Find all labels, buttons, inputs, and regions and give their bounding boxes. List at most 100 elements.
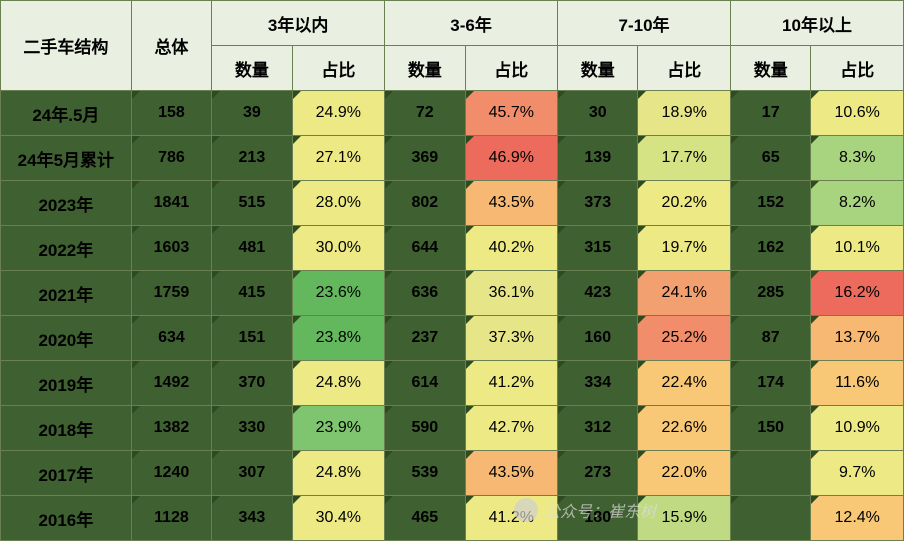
pct-cell: 8.3%: [811, 136, 904, 181]
total-cell: 1841: [131, 181, 211, 226]
row-label: 2023年: [1, 181, 132, 226]
table-row: 24年5月累计78621327.1%36946.9%13917.7%658.3%: [1, 136, 904, 181]
qty-cell: 174: [730, 361, 810, 406]
qty-header: 数量: [385, 46, 465, 91]
pct-cell: 22.6%: [638, 406, 731, 451]
pct-cell: 8.2%: [811, 181, 904, 226]
pct-cell: 10.9%: [811, 406, 904, 451]
table-row: 2019年149237024.8%61441.2%33422.4%17411.6…: [1, 361, 904, 406]
group-header: 10年以上: [730, 1, 903, 46]
pct-cell: 12.4%: [811, 496, 904, 541]
qty-cell: 162: [730, 226, 810, 271]
total-cell: 1240: [131, 451, 211, 496]
qty-cell: 315: [558, 226, 638, 271]
pct-cell: 45.7%: [465, 91, 558, 136]
row-label: 2017年: [1, 451, 132, 496]
table-row: 2021年175941523.6%63636.1%42324.1%28516.2…: [1, 271, 904, 316]
pct-cell: 27.1%: [292, 136, 385, 181]
row-label: 2020年: [1, 316, 132, 361]
qty-cell: 151: [212, 316, 292, 361]
pct-cell: 9.7%: [811, 451, 904, 496]
qty-cell: 273: [558, 451, 638, 496]
table-row: 2017年124030724.8%53943.5%27322.0%9.7%: [1, 451, 904, 496]
pct-cell: 28.0%: [292, 181, 385, 226]
total-cell: 1128: [131, 496, 211, 541]
pct-cell: 18.9%: [638, 91, 731, 136]
pct-header: 占比: [638, 46, 731, 91]
pct-cell: 43.5%: [465, 181, 558, 226]
qty-cell: 343: [212, 496, 292, 541]
table-row: 2018年138233023.9%59042.7%31222.6%15010.9…: [1, 406, 904, 451]
pct-cell: 24.1%: [638, 271, 731, 316]
table-header: 二手车结构 总体 3年以内 3-6年 7-10年 10年以上 数量 占比 数量 …: [1, 1, 904, 91]
pct-cell: 25.2%: [638, 316, 731, 361]
pct-header: 占比: [292, 46, 385, 91]
pct-cell: 24.8%: [292, 451, 385, 496]
row-label: 2016年: [1, 496, 132, 541]
pct-cell: 22.4%: [638, 361, 731, 406]
pct-cell: 41.2%: [465, 361, 558, 406]
pct-cell: 36.1%: [465, 271, 558, 316]
corner-header: 二手车结构: [1, 1, 132, 91]
pct-cell: 23.8%: [292, 316, 385, 361]
qty-cell: 415: [212, 271, 292, 316]
qty-cell: [730, 496, 810, 541]
qty-cell: 180: [558, 496, 638, 541]
qty-header: 数量: [558, 46, 638, 91]
qty-cell: 285: [730, 271, 810, 316]
group-header: 3年以内: [212, 1, 385, 46]
qty-cell: 369: [385, 136, 465, 181]
total-cell: 1603: [131, 226, 211, 271]
pct-header: 占比: [465, 46, 558, 91]
qty-cell: 150: [730, 406, 810, 451]
qty-cell: 334: [558, 361, 638, 406]
qty-cell: 307: [212, 451, 292, 496]
row-label: 24年.5月: [1, 91, 132, 136]
pct-cell: 42.7%: [465, 406, 558, 451]
pct-cell: 22.0%: [638, 451, 731, 496]
qty-cell: 312: [558, 406, 638, 451]
total-cell: 786: [131, 136, 211, 181]
table-row: 2023年184151528.0%80243.5%37320.2%1528.2%: [1, 181, 904, 226]
qty-cell: 644: [385, 226, 465, 271]
group-header: 3-6年: [385, 1, 558, 46]
qty-header: 数量: [730, 46, 810, 91]
qty-cell: 614: [385, 361, 465, 406]
qty-cell: 802: [385, 181, 465, 226]
qty-cell: 481: [212, 226, 292, 271]
qty-cell: 87: [730, 316, 810, 361]
table-row: 2022年160348130.0%64440.2%31519.7%16210.1…: [1, 226, 904, 271]
total-cell: 634: [131, 316, 211, 361]
pct-cell: 20.2%: [638, 181, 731, 226]
table-row: 24年.5月1583924.9%7245.7%3018.9%1710.6%: [1, 91, 904, 136]
pct-cell: 10.1%: [811, 226, 904, 271]
qty-cell: 515: [212, 181, 292, 226]
qty-cell: [730, 451, 810, 496]
pct-cell: 30.4%: [292, 496, 385, 541]
row-label: 2018年: [1, 406, 132, 451]
table-body: 24年.5月1583924.9%7245.7%3018.9%1710.6%24年…: [1, 91, 904, 541]
qty-cell: 539: [385, 451, 465, 496]
qty-cell: 17: [730, 91, 810, 136]
qty-cell: 30: [558, 91, 638, 136]
qty-cell: 152: [730, 181, 810, 226]
pct-cell: 16.2%: [811, 271, 904, 316]
total-header: 总体: [131, 1, 211, 91]
row-label: 2019年: [1, 361, 132, 406]
pct-cell: 19.7%: [638, 226, 731, 271]
qty-cell: 213: [212, 136, 292, 181]
qty-cell: 160: [558, 316, 638, 361]
total-cell: 1759: [131, 271, 211, 316]
total-cell: 1382: [131, 406, 211, 451]
pct-cell: 23.9%: [292, 406, 385, 451]
pct-header: 占比: [811, 46, 904, 91]
used-car-structure-table: 二手车结构 总体 3年以内 3-6年 7-10年 10年以上 数量 占比 数量 …: [0, 0, 904, 541]
table-row: 2016年112834330.4%46541.2%18015.9%12.4%: [1, 496, 904, 541]
pct-cell: 24.9%: [292, 91, 385, 136]
qty-cell: 373: [558, 181, 638, 226]
qty-cell: 590: [385, 406, 465, 451]
qty-header: 数量: [212, 46, 292, 91]
qty-cell: 139: [558, 136, 638, 181]
qty-cell: 39: [212, 91, 292, 136]
pct-cell: 46.9%: [465, 136, 558, 181]
